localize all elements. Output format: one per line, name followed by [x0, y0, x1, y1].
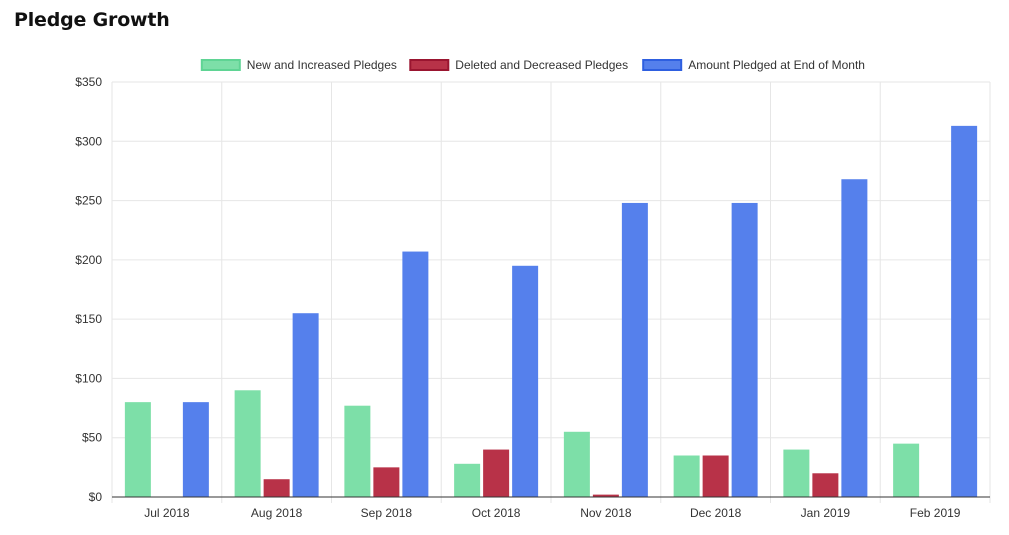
legend-swatch	[200, 59, 241, 71]
bar	[673, 455, 700, 497]
y-tick-label: $200	[75, 253, 102, 267]
y-tick-label: $150	[75, 312, 102, 326]
x-tick-label: Oct 2018	[472, 506, 521, 520]
bars	[124, 125, 978, 497]
legend-swatch	[642, 59, 683, 71]
bar	[731, 202, 758, 497]
bar	[373, 467, 400, 497]
bar	[592, 494, 619, 497]
y-tick-label: $250	[75, 194, 102, 208]
bar	[263, 479, 290, 497]
y-tick-label: $350	[75, 75, 102, 89]
bar	[893, 443, 920, 497]
x-tick-label: Aug 2018	[251, 506, 303, 520]
x-tick-label: Jul 2018	[144, 506, 190, 520]
bar	[512, 265, 539, 497]
bar	[783, 449, 810, 497]
bar	[621, 202, 648, 497]
y-tick-label: $300	[75, 134, 102, 148]
bar	[812, 473, 839, 497]
legend: New and Increased Pledges Deleted and Dec…	[200, 58, 865, 72]
x-tick-label: Dec 2018	[690, 506, 742, 520]
bar	[951, 125, 978, 497]
y-tick-label: $0	[89, 490, 103, 504]
bar	[292, 313, 319, 497]
y-tick-label: $100	[75, 371, 102, 385]
bar	[841, 179, 868, 497]
legend-label: New and Increased Pledges	[247, 58, 397, 72]
bar	[234, 390, 261, 497]
legend-swatch	[409, 59, 450, 71]
x-tick-label: Jan 2019	[801, 506, 851, 520]
page-title: Pledge Growth	[14, 9, 170, 31]
bar	[563, 431, 590, 497]
bar	[124, 402, 151, 497]
bar	[483, 449, 510, 497]
x-tick-label: Feb 2019	[910, 506, 961, 520]
x-tick-label: Nov 2018	[580, 506, 632, 520]
legend-label: Amount Pledged at End of Month	[688, 58, 865, 72]
y-tick-label: $50	[82, 431, 102, 445]
bar	[182, 402, 209, 497]
bar	[402, 251, 429, 497]
axes: $0 $50 $100 $150 $200 $250 $300 $350 Jul 2018 Aug…	[75, 75, 990, 520]
legend-label: Deleted and Decreased Pledges	[455, 58, 628, 72]
bar	[702, 455, 729, 497]
bar	[454, 463, 481, 497]
x-tick-label: Sep 2018	[361, 506, 413, 520]
bar	[344, 405, 371, 497]
